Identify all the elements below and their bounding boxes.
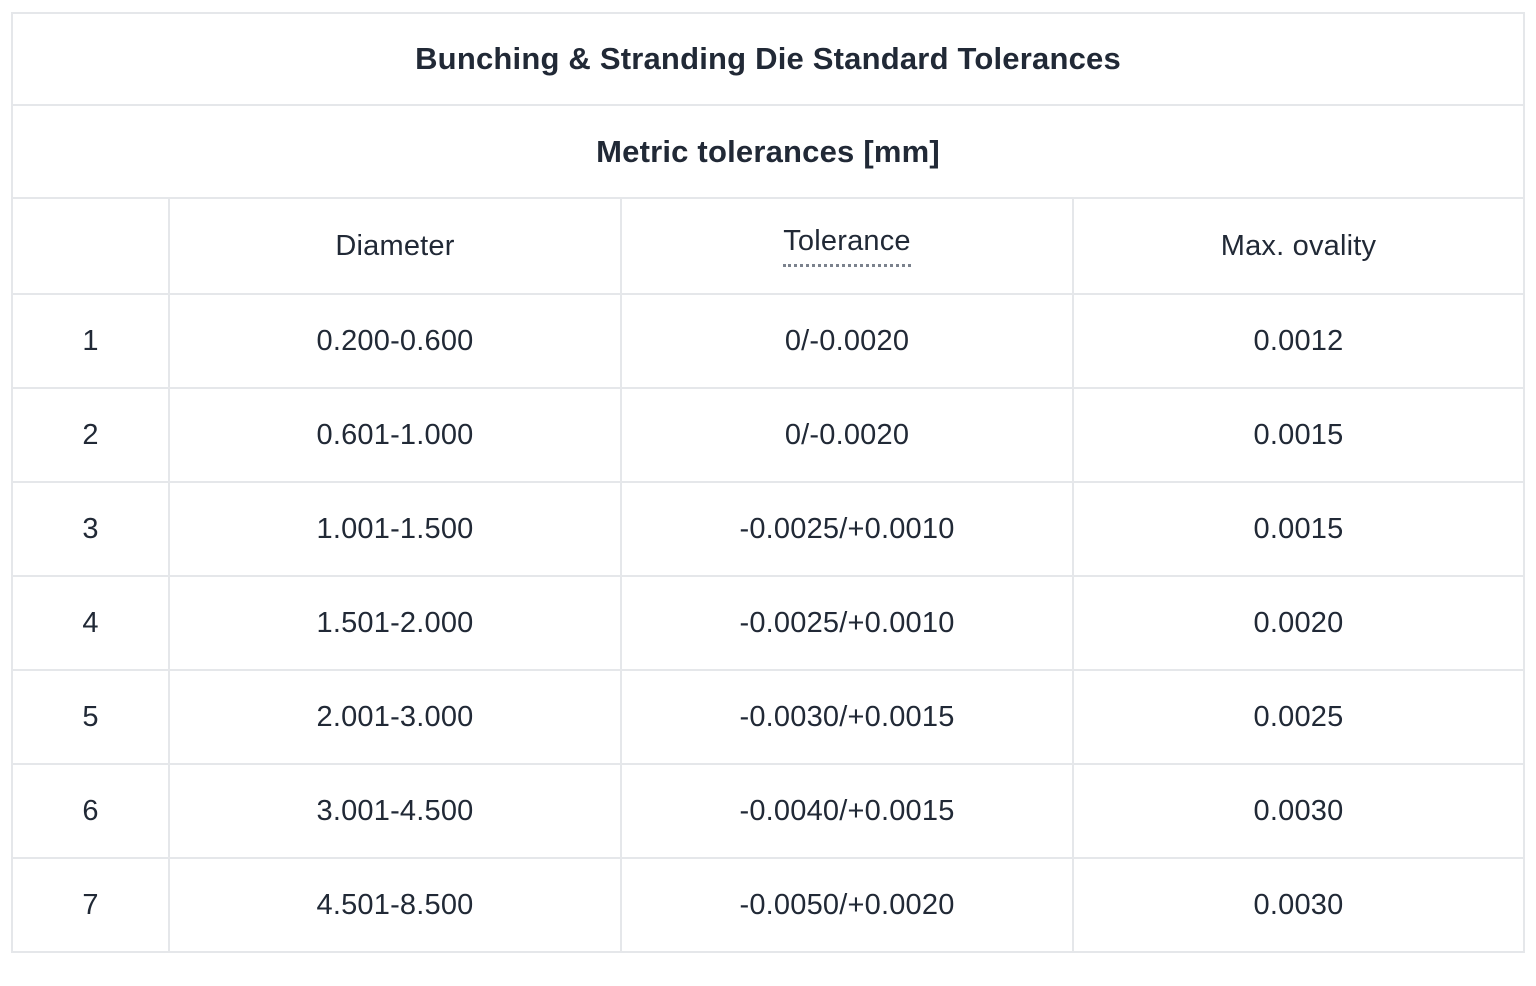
column-header-max-ovality: Max. ovality — [1071, 197, 1526, 295]
table-row: 2 0.601-1.000 0/-0.0020 0.0015 — [11, 387, 1526, 483]
tolerance-cell: -0.0025/+0.0010 — [620, 481, 1074, 577]
max-ovality-cell: 0.0030 — [1071, 763, 1526, 859]
max-ovality-cell: 0.0025 — [1071, 669, 1526, 765]
diameter-cell: 0.601-1.000 — [168, 387, 622, 483]
row-number-cell: 5 — [11, 669, 170, 765]
table-subtitle: Metric tolerances [mm] — [10, 104, 1526, 199]
tolerance-cell: -0.0030/+0.0015 — [620, 669, 1074, 765]
column-header-index — [11, 197, 170, 295]
max-ovality-cell: 0.0015 — [1071, 387, 1526, 483]
tolerance-cell: -0.0025/+0.0010 — [620, 575, 1074, 671]
column-header-row: Diameter Tolerance Max. ovality — [11, 197, 1526, 295]
max-ovality-cell: 0.0012 — [1071, 293, 1526, 389]
row-number-cell: 1 — [11, 293, 170, 389]
table-row: 7 4.501-8.500 -0.0050/+0.0020 0.0030 — [11, 857, 1526, 953]
column-header-tolerance: Tolerance — [620, 197, 1074, 295]
row-number-cell: 4 — [11, 575, 170, 671]
row-number-cell: 2 — [11, 387, 170, 483]
max-ovality-cell: 0.0015 — [1071, 481, 1526, 577]
diameter-cell: 2.001-3.000 — [168, 669, 622, 765]
table-row: 6 3.001-4.500 -0.0040/+0.0015 0.0030 — [11, 763, 1526, 859]
table-row: 5 2.001-3.000 -0.0030/+0.0015 0.0025 — [11, 669, 1526, 765]
table-subtitle-row: Metric tolerances [mm] — [10, 104, 1526, 199]
tolerance-cell: 0/-0.0020 — [620, 387, 1074, 483]
diameter-cell: 0.200-0.600 — [168, 293, 622, 389]
table-row: 4 1.501-2.000 -0.0025/+0.0010 0.0020 — [11, 575, 1526, 671]
diameter-cell: 3.001-4.500 — [168, 763, 622, 859]
max-ovality-cell: 0.0030 — [1071, 857, 1526, 953]
row-number-cell: 6 — [11, 763, 170, 859]
table-row: 1 0.200-0.600 0/-0.0020 0.0012 — [11, 293, 1526, 389]
row-number-cell: 7 — [11, 857, 170, 953]
tolerance-tooltip-term[interactable]: Tolerance — [783, 225, 911, 268]
tolerance-cell: -0.0040/+0.0015 — [620, 763, 1074, 859]
row-number-cell: 3 — [11, 481, 170, 577]
diameter-cell: 4.501-8.500 — [168, 857, 622, 953]
max-ovality-cell: 0.0020 — [1071, 575, 1526, 671]
tolerance-cell: -0.0050/+0.0020 — [620, 857, 1074, 953]
diameter-cell: 1.001-1.500 — [168, 481, 622, 577]
tolerance-cell: 0/-0.0020 — [620, 293, 1074, 389]
diameter-cell: 1.501-2.000 — [168, 575, 622, 671]
table-title-row: Bunching & Stranding Die Standard Tolera… — [10, 12, 1526, 106]
column-header-diameter: Diameter — [168, 197, 622, 295]
tolerances-table: Bunching & Stranding Die Standard Tolera… — [10, 12, 1526, 953]
table-row: 3 1.001-1.500 -0.0025/+0.0010 0.0015 — [11, 481, 1526, 577]
table-title: Bunching & Stranding Die Standard Tolera… — [10, 12, 1526, 106]
